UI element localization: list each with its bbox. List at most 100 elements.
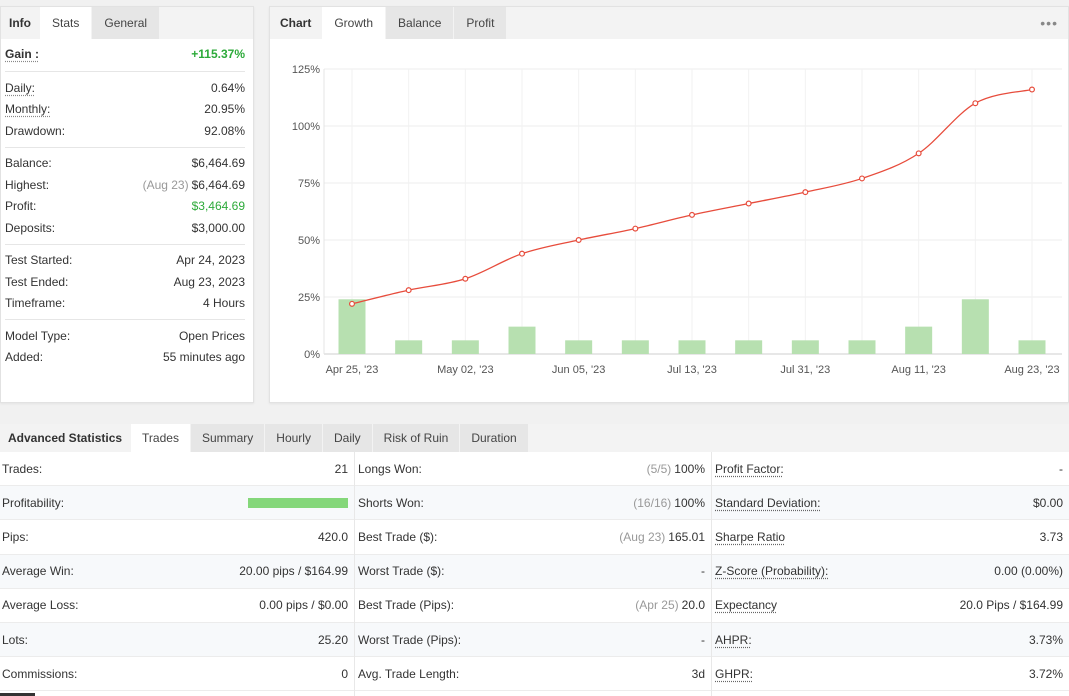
best-trade-usd-value: 165.01 — [668, 529, 705, 544]
advanced-grid: Trades: 21 Profitability: Pips: 420.0 Av… — [0, 452, 1069, 696]
model-type-row: Model Type: Open Prices — [5, 325, 245, 347]
info-panel: Info Stats General Gain : +115.37% Daily… — [0, 6, 254, 403]
more-dots-icon[interactable]: ••• — [1040, 15, 1058, 31]
tab-chart[interactable]: Chart — [270, 7, 322, 39]
timeframe-label: Timeframe: — [5, 296, 66, 311]
monthly-row: Monthly: 20.95% — [5, 99, 245, 121]
tab-daily[interactable]: Daily — [322, 424, 372, 452]
ahpr-label[interactable]: AHPR: — [715, 632, 752, 647]
bar — [791, 340, 819, 354]
balance-value: $6,464.69 — [191, 156, 245, 171]
commissions-value: 0 — [341, 666, 348, 681]
best-trade-pips-label: Best Trade (Pips): — [358, 598, 455, 613]
monthly-value: 20.95% — [204, 102, 245, 117]
trades-label: Trades: — [2, 461, 43, 476]
average-loss-value: 0.00 pips / $0.00 — [259, 598, 348, 613]
tab-duration[interactable]: Duration — [460, 424, 528, 452]
bar — [905, 326, 933, 354]
x-tick-label: Aug 11, '23 — [891, 364, 946, 376]
sharpe-ratio-label[interactable]: Sharpe Ratio — [715, 529, 786, 544]
lots-row: Lots: 25.20 — [0, 622, 354, 658]
ghpr-label[interactable]: GHPR: — [715, 666, 754, 681]
tab-growth[interactable]: Growth — [322, 7, 386, 39]
tab-general[interactable]: General — [92, 7, 160, 39]
chart-panel: Chart Growth Balance Profit ••• 0% 25% 50%… — [269, 6, 1069, 403]
profit-row: Profit: $3,464.69 — [5, 196, 245, 218]
advanced-tabbar: Advanced Statistics Trades Summary Hourl… — [0, 424, 1069, 452]
highest-date: (Aug 23) — [142, 177, 189, 192]
tab-hourly[interactable]: Hourly — [265, 424, 322, 452]
best-trade-usd-label: Best Trade ($): — [358, 529, 438, 544]
average-loss-label: Average Loss: — [2, 598, 79, 613]
best-trade-pips-value-wrap: (Apr 25) 20.0 — [635, 598, 705, 612]
stats-column-3: Profit Factor: - Standard Deviation: $0.… — [712, 452, 1069, 696]
growth-point — [575, 237, 582, 244]
tab-info[interactable]: Info — [1, 7, 39, 39]
pips-row: Pips: 420.0 — [0, 520, 354, 555]
bar — [395, 340, 423, 354]
x-tick-label: Jul 31, '23 — [780, 364, 830, 376]
gain-label[interactable]: Gain : — [5, 47, 40, 61]
monthly-label[interactable]: Monthly: — [5, 102, 51, 117]
x-tick-label: Aug 23, '23 — [1004, 364, 1059, 376]
y-tick-label: 0% — [304, 349, 320, 361]
tab-stats[interactable]: Stats — [40, 7, 92, 39]
z-score-label[interactable]: Z-Score (Probability): — [715, 564, 829, 579]
bar — [621, 340, 649, 354]
test-started-label: Test Started: — [5, 253, 73, 268]
worst-trade-pips-row: Worst Trade (Pips): - — [355, 622, 711, 658]
avg-trade-length-label: Avg. Trade Length: — [358, 666, 460, 681]
y-tick-label: 25% — [298, 292, 320, 304]
profitability-row: Profitability: — [0, 486, 354, 521]
longs-won-count: (5/5) — [646, 461, 672, 476]
bar — [735, 340, 763, 354]
tab-advanced-statistics[interactable]: Advanced Statistics — [0, 424, 131, 452]
growth-point — [915, 150, 922, 157]
best-trade-usd-row: Best Trade ($): (Aug 23) 165.01 — [355, 520, 711, 555]
tab-trades[interactable]: Trades — [131, 424, 190, 452]
z-score-row: Z-Score (Probability): 0.00 (0.00%) — [712, 554, 1069, 589]
ahpr-row: AHPR: 3.73% — [712, 622, 1069, 658]
growth-point — [1028, 86, 1035, 93]
x-tick-label: Apr 25, '23 — [326, 364, 379, 376]
highest-value-wrap: (Aug 23) $6,464.69 — [143, 178, 245, 192]
shorts-won-value: 100% — [674, 495, 705, 510]
trades-value: 21 — [334, 461, 348, 476]
chart-tabbar: Chart Growth Balance Profit — [270, 7, 1068, 39]
y-tick-label: 75% — [298, 178, 320, 190]
tab-profit[interactable]: Profit — [454, 7, 507, 39]
tab-balance[interactable]: Balance — [386, 7, 454, 39]
tab-risk-of-ruin[interactable]: Risk of Ruin — [372, 424, 460, 452]
worst-trade-pips-value: - — [701, 632, 705, 647]
expectancy-label[interactable]: Expectancy — [715, 598, 778, 613]
gain-group: Gain : +115.37% — [5, 39, 245, 72]
bar — [508, 326, 536, 354]
longs-won-value: 100% — [674, 461, 705, 476]
bar — [1018, 340, 1046, 354]
ahpr-value: 3.73% — [1028, 632, 1063, 647]
daily-label[interactable]: Daily: — [5, 80, 36, 95]
expectancy-row: Expectancy 20.0 Pips / $164.99 — [712, 589, 1069, 623]
model-type-label: Model Type: — [5, 328, 71, 343]
bar — [451, 340, 479, 354]
growth-point — [858, 175, 865, 182]
drawdown-row: Drawdown: 92.08% — [5, 120, 245, 142]
lots-value: 25.20 — [317, 632, 348, 647]
avg-trade-length-value: 3d — [691, 666, 705, 681]
trades-row: Trades: 21 — [0, 452, 354, 487]
gain-value: +115.37% — [191, 47, 245, 61]
standard-deviation-label[interactable]: Standard Deviation: — [715, 495, 821, 510]
growth-point — [405, 287, 412, 294]
deposits-value: $3,000.00 — [191, 220, 245, 235]
commissions-row: Commissions: 0 — [0, 657, 354, 692]
shorts-won-value-wrap: (16/16) 100% — [633, 496, 705, 510]
tab-summary[interactable]: Summary — [190, 424, 265, 452]
longs-won-value-wrap: (5/5) 100% — [647, 462, 705, 476]
drawdown-value: 92.08% — [204, 123, 245, 138]
commissions-label: Commissions: — [2, 666, 78, 681]
profitability-label: Profitability: — [2, 495, 65, 510]
profit-factor-label[interactable]: Profit Factor: — [715, 461, 784, 476]
test-group: Test Started: Apr 24, 2023 Test Ended: A… — [5, 245, 245, 320]
shorts-won-label: Shorts Won: — [358, 495, 424, 510]
x-tick-label: Jul 13, '23 — [667, 364, 717, 376]
